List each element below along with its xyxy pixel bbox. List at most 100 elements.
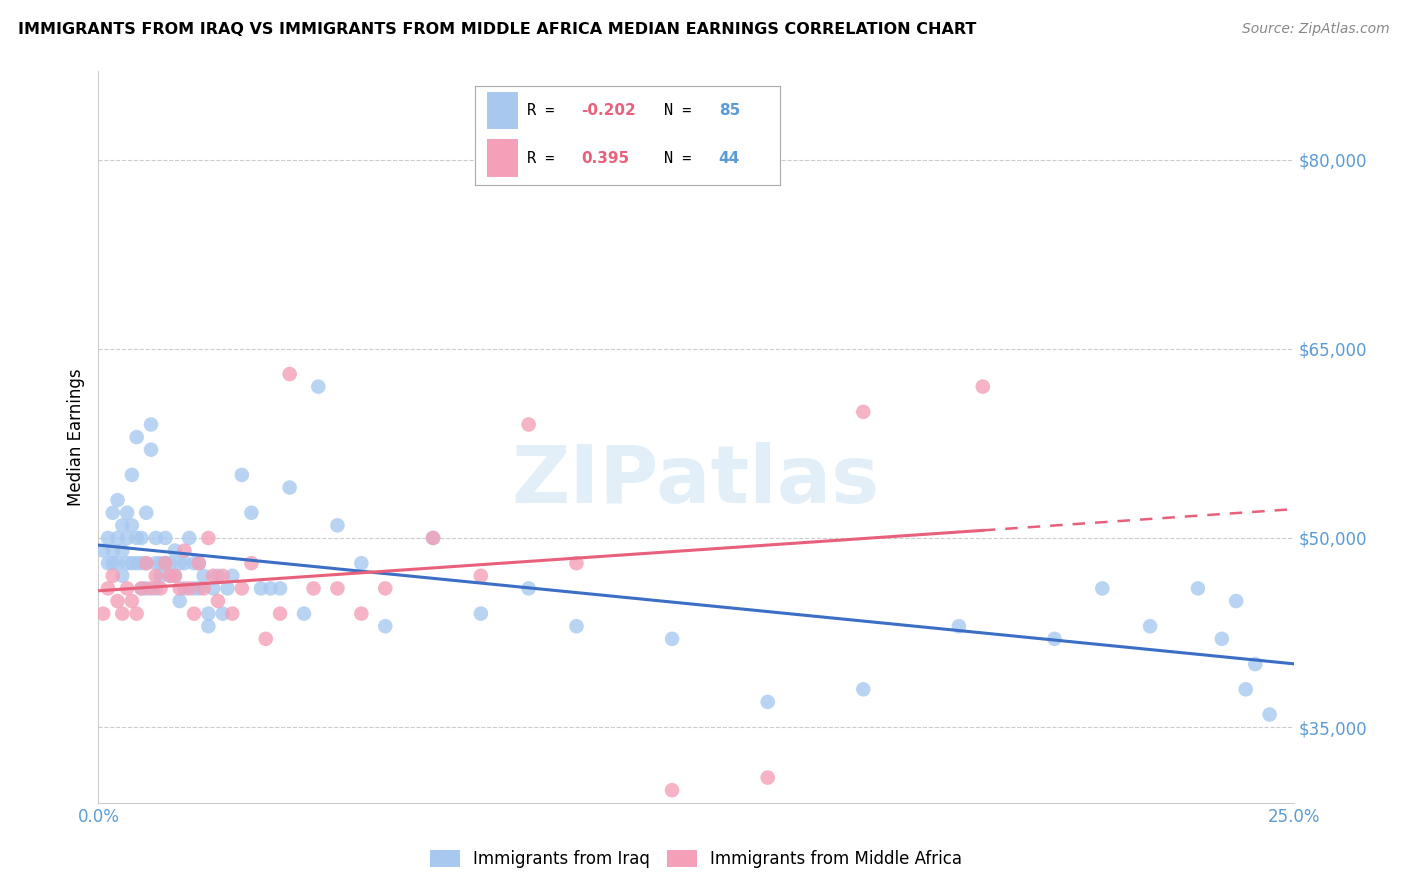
Point — [852, 682, 875, 697]
Point — [1043, 632, 1066, 646]
Point — [211, 607, 233, 621]
Point — [107, 493, 129, 508]
Point — [852, 405, 875, 419]
Point — [155, 556, 177, 570]
Point — [139, 582, 162, 596]
Point — [470, 607, 492, 621]
Point — [135, 556, 157, 570]
Point — [169, 582, 191, 596]
Point — [115, 531, 138, 545]
Point — [197, 531, 219, 545]
Point — [159, 569, 181, 583]
Point — [254, 632, 277, 646]
Point — [179, 531, 201, 545]
Point — [217, 582, 239, 596]
Point — [111, 543, 134, 558]
Point — [155, 556, 177, 570]
Point — [107, 531, 129, 545]
Point — [169, 556, 191, 570]
Point — [278, 481, 301, 495]
Point — [221, 569, 243, 583]
Point — [135, 506, 157, 520]
Point — [131, 582, 153, 596]
Point — [139, 417, 162, 432]
Point — [111, 569, 134, 583]
Point — [121, 467, 143, 482]
Point — [565, 619, 588, 633]
Point — [121, 556, 143, 570]
Point — [125, 607, 148, 621]
Point — [326, 518, 349, 533]
Point — [101, 569, 124, 583]
Point — [197, 607, 219, 621]
Point — [97, 531, 120, 545]
Point — [517, 417, 540, 432]
Point — [169, 594, 191, 608]
Point — [101, 543, 124, 558]
Point — [207, 594, 229, 608]
Point — [470, 569, 492, 583]
Point — [269, 582, 291, 596]
Point — [101, 556, 124, 570]
Point — [135, 556, 157, 570]
Point — [187, 582, 209, 596]
Point — [187, 556, 209, 570]
Point — [111, 518, 134, 533]
Point — [159, 569, 181, 583]
Point — [183, 582, 205, 596]
Point — [240, 556, 263, 570]
Point — [211, 569, 233, 583]
Point — [163, 569, 186, 583]
Point — [145, 569, 167, 583]
Point — [202, 569, 225, 583]
Point — [517, 582, 540, 596]
Point — [756, 695, 779, 709]
Point — [231, 582, 253, 596]
Point — [149, 569, 172, 583]
Point — [374, 582, 396, 596]
Point — [326, 582, 349, 596]
Point — [155, 531, 177, 545]
Point — [374, 619, 396, 633]
Point — [565, 556, 588, 570]
Point — [125, 531, 148, 545]
Point — [231, 467, 253, 482]
Point — [207, 569, 229, 583]
Point — [193, 569, 215, 583]
Point — [756, 771, 779, 785]
Point — [163, 543, 186, 558]
Point — [159, 556, 181, 570]
Point — [302, 582, 325, 596]
Point — [350, 556, 373, 570]
Point — [1139, 619, 1161, 633]
Point — [97, 582, 120, 596]
Point — [193, 582, 215, 596]
Point — [948, 619, 970, 633]
Point — [1091, 582, 1114, 596]
Point — [115, 506, 138, 520]
Y-axis label: Median Earnings: Median Earnings — [66, 368, 84, 506]
Point — [1225, 594, 1247, 608]
Point — [422, 531, 444, 545]
Point — [107, 594, 129, 608]
Point — [179, 582, 201, 596]
Point — [661, 783, 683, 797]
Point — [145, 531, 167, 545]
Point — [661, 632, 683, 646]
Point — [221, 607, 243, 621]
Point — [163, 569, 186, 583]
Point — [131, 556, 153, 570]
Point — [149, 556, 172, 570]
Point — [145, 556, 167, 570]
Point — [307, 379, 329, 393]
Point — [259, 582, 281, 596]
Point — [145, 582, 167, 596]
Point — [250, 582, 273, 596]
Point — [131, 531, 153, 545]
Point — [183, 607, 205, 621]
Point — [350, 607, 373, 621]
Point — [111, 607, 134, 621]
Point — [101, 506, 124, 520]
Point — [139, 442, 162, 457]
Point — [131, 582, 153, 596]
